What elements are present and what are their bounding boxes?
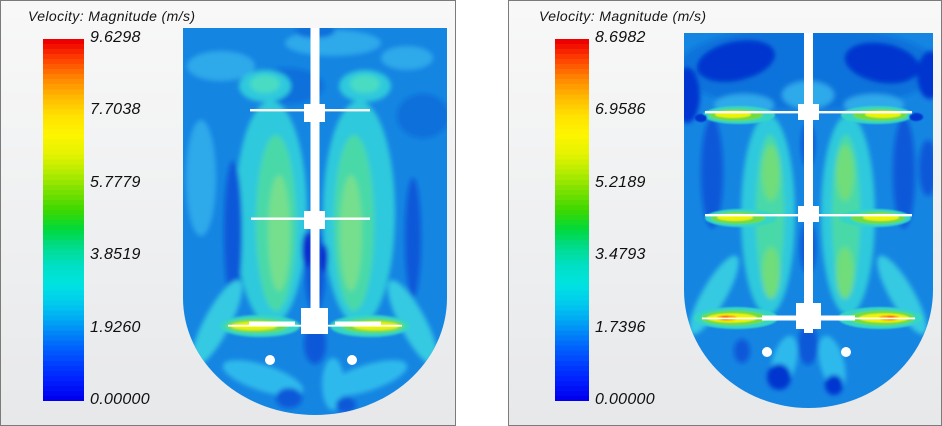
scene-panel-left: Velocity: Magnitude (m/s) 9.6298 7.7038 5.…	[0, 0, 456, 426]
impeller-hub-bottom	[301, 308, 328, 334]
colorbar-tick-labels: 8.6982 6.9586 5.2189 3.4793 1.7396 0.00000	[595, 29, 685, 408]
impeller-blade-bottom-left	[249, 321, 295, 327]
impeller-hub-middle	[304, 211, 325, 229]
sparger-hole-left	[265, 355, 275, 365]
sparger-hole-right	[347, 355, 357, 365]
legend-tick: 5.2189	[595, 173, 646, 191]
colorbar-tick-labels: 9.6298 7.7038 5.7779 3.8519 1.9260 0.00000	[90, 29, 180, 408]
impeller-blade-top	[250, 109, 370, 112]
tank-contour-scene	[183, 28, 447, 415]
legend-tick: 0.00000	[90, 391, 150, 408]
scene-panel-right: Velocity: Magnitude (m/s) 8.6982 6.9586 5.…	[508, 0, 942, 426]
legend-tick: 7.7038	[90, 101, 141, 119]
tank-contour-scene	[684, 33, 933, 408]
scene-title: Velocity: Magnitude (m/s)	[28, 8, 196, 24]
impeller-blade-top	[705, 111, 912, 114]
impeller-blade-middle	[705, 214, 912, 217]
impeller-blade-bottom-line	[228, 324, 402, 327]
legend-tick: 3.8519	[90, 246, 141, 264]
impeller-hub-bottom	[796, 303, 821, 329]
legend-tick: 6.9586	[595, 101, 646, 119]
legend-tick: 3.4793	[595, 246, 646, 264]
impeller-shaft	[310, 28, 320, 330]
legend-tick: 1.7396	[595, 318, 646, 336]
impeller-blade-middle	[251, 217, 370, 220]
impeller-blade-bottom-left	[762, 315, 796, 321]
sparger-hole-left	[762, 347, 772, 357]
legend-tick: 8.6982	[595, 29, 646, 46]
legend-tick: 1.9260	[90, 318, 141, 336]
legend-tick: 9.6298	[90, 29, 141, 46]
impeller-blade-bottom-line	[702, 317, 915, 320]
impeller-blade-bottom-right	[821, 315, 855, 321]
impeller-blade-bottom-right	[335, 321, 381, 327]
impeller-shaft	[804, 33, 813, 333]
scene-title: Velocity: Magnitude (m/s)	[539, 8, 707, 24]
legend-tick: 5.7779	[90, 173, 141, 191]
velocity-colorbar	[43, 39, 84, 401]
legend-tick: 0.00000	[595, 391, 655, 408]
velocity-colorbar	[555, 39, 589, 401]
impeller-hub-top	[304, 104, 325, 122]
sparger-hole-right	[841, 347, 851, 357]
velocity-field	[684, 33, 933, 408]
velocity-field	[183, 28, 447, 415]
